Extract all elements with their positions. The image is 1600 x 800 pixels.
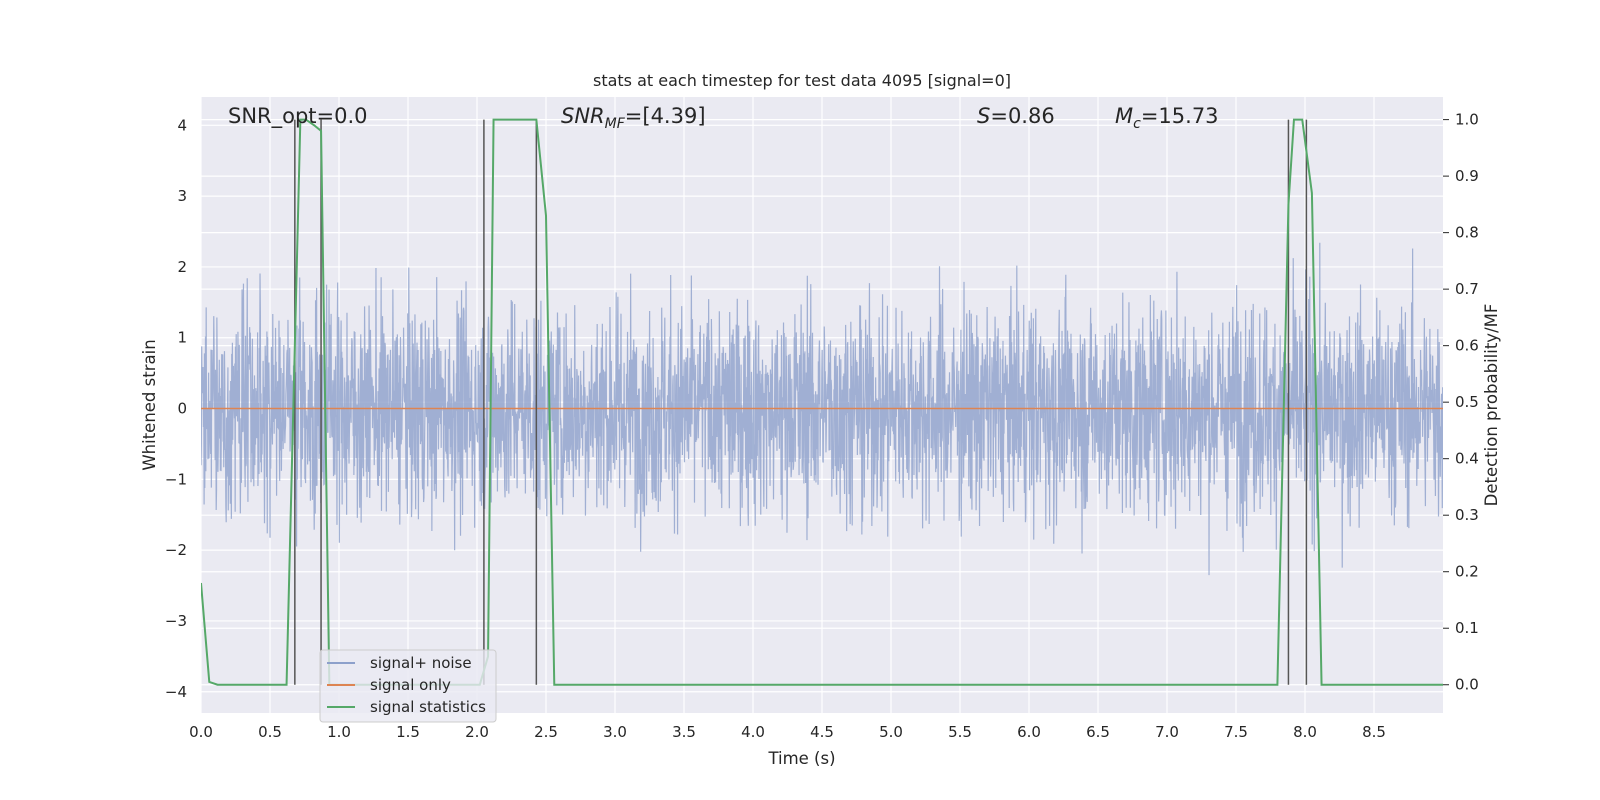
left-y-tick-labels: 4 3 2 1 0 −1 −2 −3 −4 xyxy=(165,116,187,700)
left-y-tick-label: 3 xyxy=(177,187,187,205)
signal-noise-series xyxy=(201,242,1443,576)
right-y-tick-label: 0.8 xyxy=(1455,224,1479,242)
x-axis-label: Time (s) xyxy=(767,749,835,768)
legend: signal+ noise signal only signal statist… xyxy=(319,649,497,723)
x-tick-label: 2.5 xyxy=(534,723,558,741)
right-y-tick-label: 0.5 xyxy=(1455,393,1479,411)
x-tick-labels: 0.0 0.5 1.0 1.5 2.0 2.5 3.0 3.5 4.0 4.5 5.0 5.5 6.0 6… xyxy=(189,723,1386,741)
x-tick-label: 8.0 xyxy=(1293,723,1317,741)
x-tick-label: 1.0 xyxy=(327,723,351,741)
x-tick-label: 4.0 xyxy=(741,723,765,741)
left-y-tick-label: −3 xyxy=(165,612,187,630)
x-tick-label: 5.5 xyxy=(948,723,972,741)
right-y-tick-label: 0.2 xyxy=(1455,563,1479,581)
right-y-tick-label: 0.0 xyxy=(1455,676,1479,694)
s-value: =0.86 xyxy=(990,104,1054,128)
right-y-tick-label: 0.3 xyxy=(1455,506,1479,524)
legend-label-signal-statistics: signal statistics xyxy=(370,698,486,716)
x-tick-label: 5.0 xyxy=(879,723,903,741)
left-y-tick-label: −4 xyxy=(165,683,187,701)
x-tick-label: 1.5 xyxy=(396,723,420,741)
snr-mf-value: =[4.39] xyxy=(625,104,706,128)
legend-label-signal-only: signal only xyxy=(370,676,451,694)
left-y-tick-label: 4 xyxy=(177,116,187,134)
s-main: S xyxy=(977,104,990,128)
left-y-tick-label: −1 xyxy=(165,470,187,488)
right-y-tick-label: 0.6 xyxy=(1455,337,1479,355)
right-y-tick-label: 0.9 xyxy=(1455,167,1479,185)
s-annotation: S=0.86 xyxy=(977,104,1055,128)
mc-annotation: Mc=15.73 xyxy=(1115,104,1219,132)
left-y-tick-label: 2 xyxy=(177,258,187,276)
right-y-tick-labels: 1.0 0.9 0.8 0.7 0.6 0.5 0.4 0.3 0.2 0.1 0.0 xyxy=(1455,111,1479,694)
right-y-tick-label: 1.0 xyxy=(1455,111,1479,129)
legend-label-signal-noise: signal+ noise xyxy=(370,654,472,672)
x-tick-label: 7.0 xyxy=(1155,723,1179,741)
x-tick-label: 4.5 xyxy=(810,723,834,741)
x-tick-label: 6.0 xyxy=(1017,723,1041,741)
right-y-tick-label: 0.7 xyxy=(1455,280,1479,298)
x-tick-label: 6.5 xyxy=(1086,723,1110,741)
left-y-tick-label: 0 xyxy=(177,400,187,418)
x-tick-label: 2.0 xyxy=(465,723,489,741)
snr-mf-main: SNR xyxy=(561,104,605,128)
x-tick-label: 7.5 xyxy=(1224,723,1248,741)
mc-value: =15.73 xyxy=(1141,104,1219,128)
signal-statistics-series xyxy=(201,118,1443,686)
snr-mf-annotation: SNRMF=[4.39] xyxy=(561,104,706,132)
mc-main: M xyxy=(1115,104,1133,128)
mc-sub: c xyxy=(1133,116,1141,132)
x-tick-label: 0.5 xyxy=(258,723,282,741)
snr-opt-annotation: SNR_opt=0.0 xyxy=(228,104,368,129)
left-y-axis-label: Whitened strain xyxy=(140,339,159,470)
snr-mf-sub: MF xyxy=(605,116,626,132)
x-tick-label: 3.5 xyxy=(672,723,696,741)
x-tick-label: 0.0 xyxy=(189,723,213,741)
x-tick-label: 3.0 xyxy=(603,723,627,741)
left-y-tick-label: −2 xyxy=(165,541,187,559)
right-y-tick-label: 0.4 xyxy=(1455,450,1479,468)
left-y-tick-label: 1 xyxy=(177,329,187,347)
right-y-tick-label: 0.1 xyxy=(1455,619,1479,637)
right-y-axis-label: Detection probability/MF xyxy=(1482,304,1501,507)
chart-title: stats at each timestep for test data 409… xyxy=(593,71,1011,90)
x-tick-label: 8.5 xyxy=(1362,723,1386,741)
legend-box xyxy=(319,649,497,723)
